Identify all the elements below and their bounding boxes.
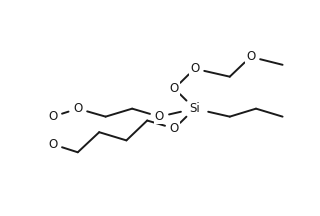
Text: O: O — [190, 62, 199, 75]
Text: Si: Si — [189, 102, 200, 115]
Text: O: O — [48, 138, 57, 151]
Text: O: O — [246, 50, 255, 63]
Text: O: O — [170, 122, 179, 135]
Text: O: O — [48, 110, 57, 123]
Text: O: O — [170, 82, 179, 95]
Text: O: O — [73, 102, 82, 115]
Text: O: O — [155, 110, 164, 123]
